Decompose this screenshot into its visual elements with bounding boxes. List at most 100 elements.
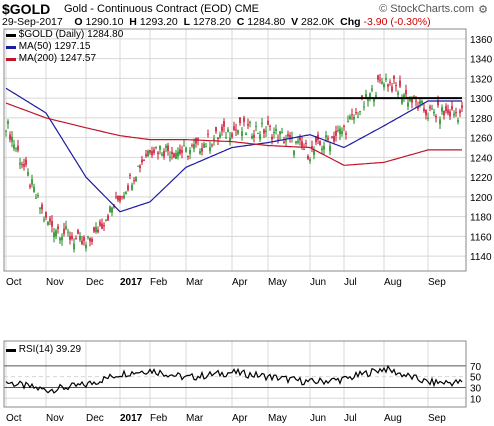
x-tick-label: Sep — [428, 413, 446, 424]
candle-body — [341, 131, 343, 134]
instrument-name: Gold - Continuous Contract (EOD) CME — [64, 3, 259, 15]
candle-body — [7, 121, 9, 124]
candle-body — [431, 108, 433, 110]
candle-body — [131, 184, 133, 190]
x-tick-label: Dec — [86, 277, 104, 288]
candle-body — [119, 195, 121, 202]
rsi-tick-label: 70 — [470, 362, 482, 373]
exchange: CME — [234, 3, 260, 15]
x-tick-label: Nov — [46, 277, 64, 288]
y-tick-label: 1300 — [470, 94, 493, 105]
candle-body — [89, 237, 91, 242]
y-tick-label: 1360 — [470, 35, 493, 46]
candle-body — [125, 192, 127, 195]
candle-body — [165, 146, 167, 148]
candle-body — [163, 151, 165, 157]
candle-body — [409, 98, 411, 101]
candle-body — [171, 151, 173, 155]
candle-body — [253, 134, 255, 138]
legend-ma50: ▬ MA(50) 1297.15 — [6, 41, 123, 53]
candle-body — [197, 138, 199, 140]
x-tick-label: Feb — [150, 277, 168, 288]
candle-body — [235, 129, 237, 131]
candle-body — [77, 230, 79, 234]
candle-body — [179, 149, 181, 154]
candle-body — [241, 131, 243, 136]
rsi-panel-frame — [3, 340, 467, 408]
candle-body — [355, 112, 357, 114]
candle-body — [117, 195, 119, 201]
candle-body — [231, 133, 233, 138]
candle-body — [185, 147, 187, 152]
rsi-tick-label: 50 — [470, 373, 482, 384]
candle-body — [459, 110, 461, 114]
candle-body — [177, 151, 179, 157]
candle-body — [291, 136, 293, 138]
candle-body — [287, 134, 289, 137]
rsi-legend-label: RSI(14) 39.29 — [18, 344, 82, 355]
candle-body — [227, 129, 229, 133]
legend-gold-label: $GOLD (Daily) 1284.80 — [18, 29, 124, 40]
candle-body — [319, 141, 321, 146]
candle-body — [167, 145, 169, 152]
y-tick-label: 1320 — [470, 74, 493, 85]
gear-icon[interactable]: ⚙ — [478, 4, 488, 16]
x-tick-label: May — [268, 413, 287, 424]
price-legend: ▬ $GOLD (Daily) 1284.80 ▬ MA(50) 1297.15… — [6, 29, 123, 65]
candle-body — [37, 195, 39, 197]
candle-body — [257, 132, 259, 134]
candle-body — [233, 126, 235, 130]
legend-ma200: ▬ MA(200) 1247.57 — [6, 53, 123, 65]
x-tick-label: Aug — [384, 413, 402, 424]
candle-body — [211, 144, 213, 146]
candle-body — [345, 133, 347, 135]
candle-body — [455, 112, 457, 114]
candle-body — [437, 100, 439, 106]
candle-body — [105, 220, 107, 222]
rsi-tick-label: 30 — [470, 383, 482, 394]
candle-body — [33, 186, 35, 193]
candle-body — [155, 146, 157, 148]
candle-body — [107, 215, 109, 221]
legend-ma200-label: MA(200) 1247.57 — [18, 53, 97, 64]
candle-body — [95, 227, 97, 233]
candle-body — [351, 114, 353, 116]
candle-body — [39, 207, 41, 209]
x-tick-label: 2017 — [120, 413, 143, 424]
y-tick-label: 1200 — [470, 193, 493, 204]
candle-body — [205, 146, 207, 148]
candle-body — [31, 179, 33, 185]
candle-body — [243, 117, 245, 122]
candle-body — [141, 159, 143, 163]
candle-body — [423, 108, 425, 112]
candle-body — [195, 137, 197, 144]
candle-body — [411, 97, 413, 103]
y-tick-label: 1260 — [470, 134, 493, 145]
candle-body — [357, 116, 359, 118]
candle-body — [69, 236, 71, 240]
candle-body — [147, 150, 149, 157]
candle-body — [275, 129, 277, 131]
candle-body — [289, 134, 291, 138]
candle-body — [145, 154, 147, 157]
candle-body — [379, 79, 381, 81]
candle-body — [297, 140, 299, 143]
candle-body — [451, 106, 453, 110]
candle-body — [281, 132, 283, 134]
candle-body — [335, 130, 337, 136]
candle-body — [327, 138, 329, 140]
y-tick-label: 1340 — [470, 55, 493, 66]
candle-body — [133, 180, 135, 182]
candle-body — [249, 122, 251, 124]
candle-body — [173, 153, 175, 158]
candle-body — [93, 227, 95, 232]
x-tick-label: Jul — [344, 413, 357, 424]
candle-body — [97, 229, 99, 233]
candle-body — [389, 81, 391, 83]
candle-body — [203, 143, 205, 148]
candle-body — [393, 76, 395, 79]
candle-body — [21, 164, 23, 166]
candle-body — [439, 119, 441, 125]
candle-body — [5, 130, 7, 132]
